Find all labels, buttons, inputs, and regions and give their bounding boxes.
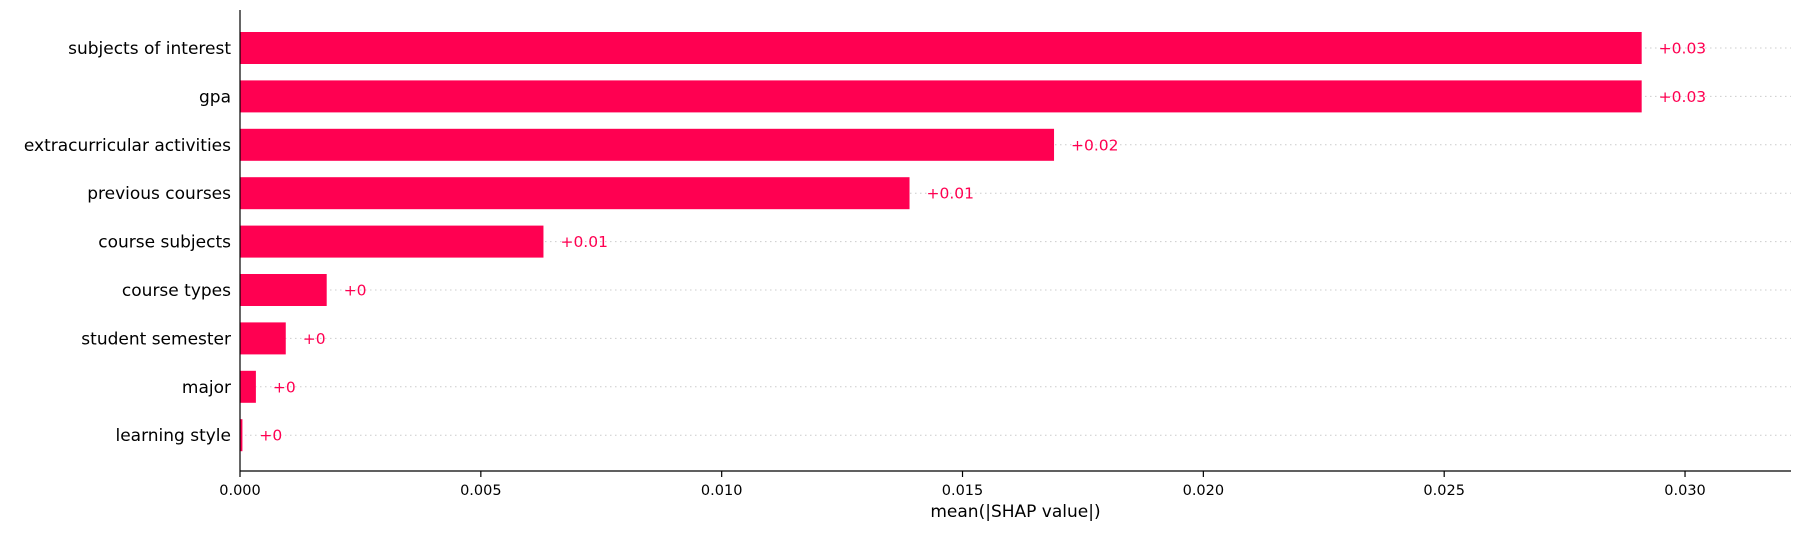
bar-layer <box>240 32 1642 452</box>
category-label: course types <box>122 281 231 301</box>
bar-previous-courses <box>240 177 910 210</box>
value-label: +0 <box>303 330 326 348</box>
bar-course-types <box>240 274 327 306</box>
bar-course-subjects <box>240 225 544 258</box>
category-label-layer: subjects of interest gpa extracurricular a… <box>24 39 231 446</box>
value-label: +0.03 <box>1659 88 1707 106</box>
category-label: gpa <box>199 87 231 107</box>
x-tick-label: 0.010 <box>701 483 743 499</box>
bar-gpa <box>240 80 1642 113</box>
bar-student-semester <box>240 322 286 355</box>
x-tick-label: 0.030 <box>1664 483 1706 499</box>
category-label: subjects of interest <box>68 39 231 59</box>
value-label-layer: +0.03 +0.03 +0.02 +0.01 +0.01 +0 +0 +0 +0 <box>259 40 1706 445</box>
value-label: +0.01 <box>927 185 975 203</box>
x-axis-title: mean(|SHAP value|) <box>930 502 1100 522</box>
x-tick-label: 0.015 <box>942 483 984 499</box>
category-label: previous courses <box>87 184 231 204</box>
category-label: extracurricular activities <box>24 136 231 156</box>
value-label: +0 <box>273 378 296 396</box>
category-label: student semester <box>81 329 231 349</box>
axis-layer: 0.000 0.005 0.010 0.015 0.020 0.025 0.030 <box>219 10 1791 499</box>
x-tick-label: 0.025 <box>1423 483 1465 499</box>
bar-subjects-of-interest <box>240 32 1642 64</box>
bar-extracurricular-activities <box>240 128 1055 161</box>
category-label: course subjects <box>98 233 231 253</box>
x-tick-label: 0.000 <box>219 483 261 499</box>
x-tick-label: 0.005 <box>460 483 502 499</box>
category-label: learning style <box>115 426 231 446</box>
value-label: +0.03 <box>1659 40 1707 58</box>
value-label: +0.01 <box>560 233 608 251</box>
value-label: +0.02 <box>1071 136 1119 154</box>
bar-major <box>240 370 256 403</box>
category-label: major <box>182 378 231 398</box>
bar-learning-style <box>240 419 243 452</box>
value-label: +0 <box>344 282 367 300</box>
value-label: +0 <box>259 427 282 445</box>
x-tick-label: 0.020 <box>1183 483 1225 499</box>
